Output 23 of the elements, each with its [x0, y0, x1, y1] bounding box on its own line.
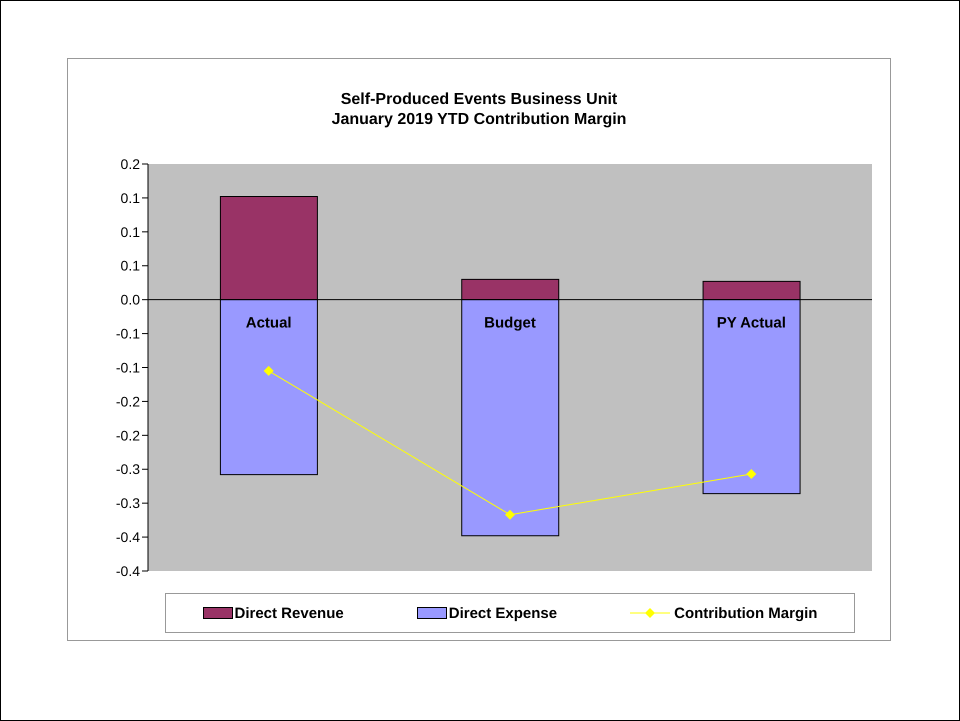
x-tick-label: Actual: [246, 314, 292, 332]
y-tick-label: 0.0: [120, 292, 140, 308]
x-tick-label: Budget: [484, 314, 536, 332]
point: [746, 469, 756, 479]
y-tick-label: 0.1: [120, 224, 140, 240]
legend-label: Direct Expense: [448, 604, 558, 622]
legend-label: Direct Revenue: [234, 604, 344, 622]
y-tick-label: -0.1: [116, 359, 140, 376]
legend-label: Contribution Margin: [674, 604, 818, 622]
y-tick-label: -0.4: [116, 562, 140, 579]
x-tick-label: PY Actual: [716, 314, 786, 332]
point: [264, 366, 274, 376]
y-tick-label: 0.1: [120, 258, 140, 274]
y-tick-label: -0.2: [116, 427, 140, 444]
y-tick-label: -0.2: [116, 393, 140, 410]
y-tick-label: -0.4: [116, 529, 140, 546]
y-tick-label: -0.3: [116, 461, 140, 478]
y-tick-label: -0.3: [116, 495, 140, 512]
chart-title: Self-Produced Events Business Unit January 2019 YTD Contribution Margin: [330, 90, 628, 130]
y-tick-label: -0.1: [116, 326, 140, 342]
y-tick-label: 0.2: [120, 156, 140, 172]
y-tick-label: 0.1: [120, 190, 140, 206]
point: [505, 510, 515, 520]
